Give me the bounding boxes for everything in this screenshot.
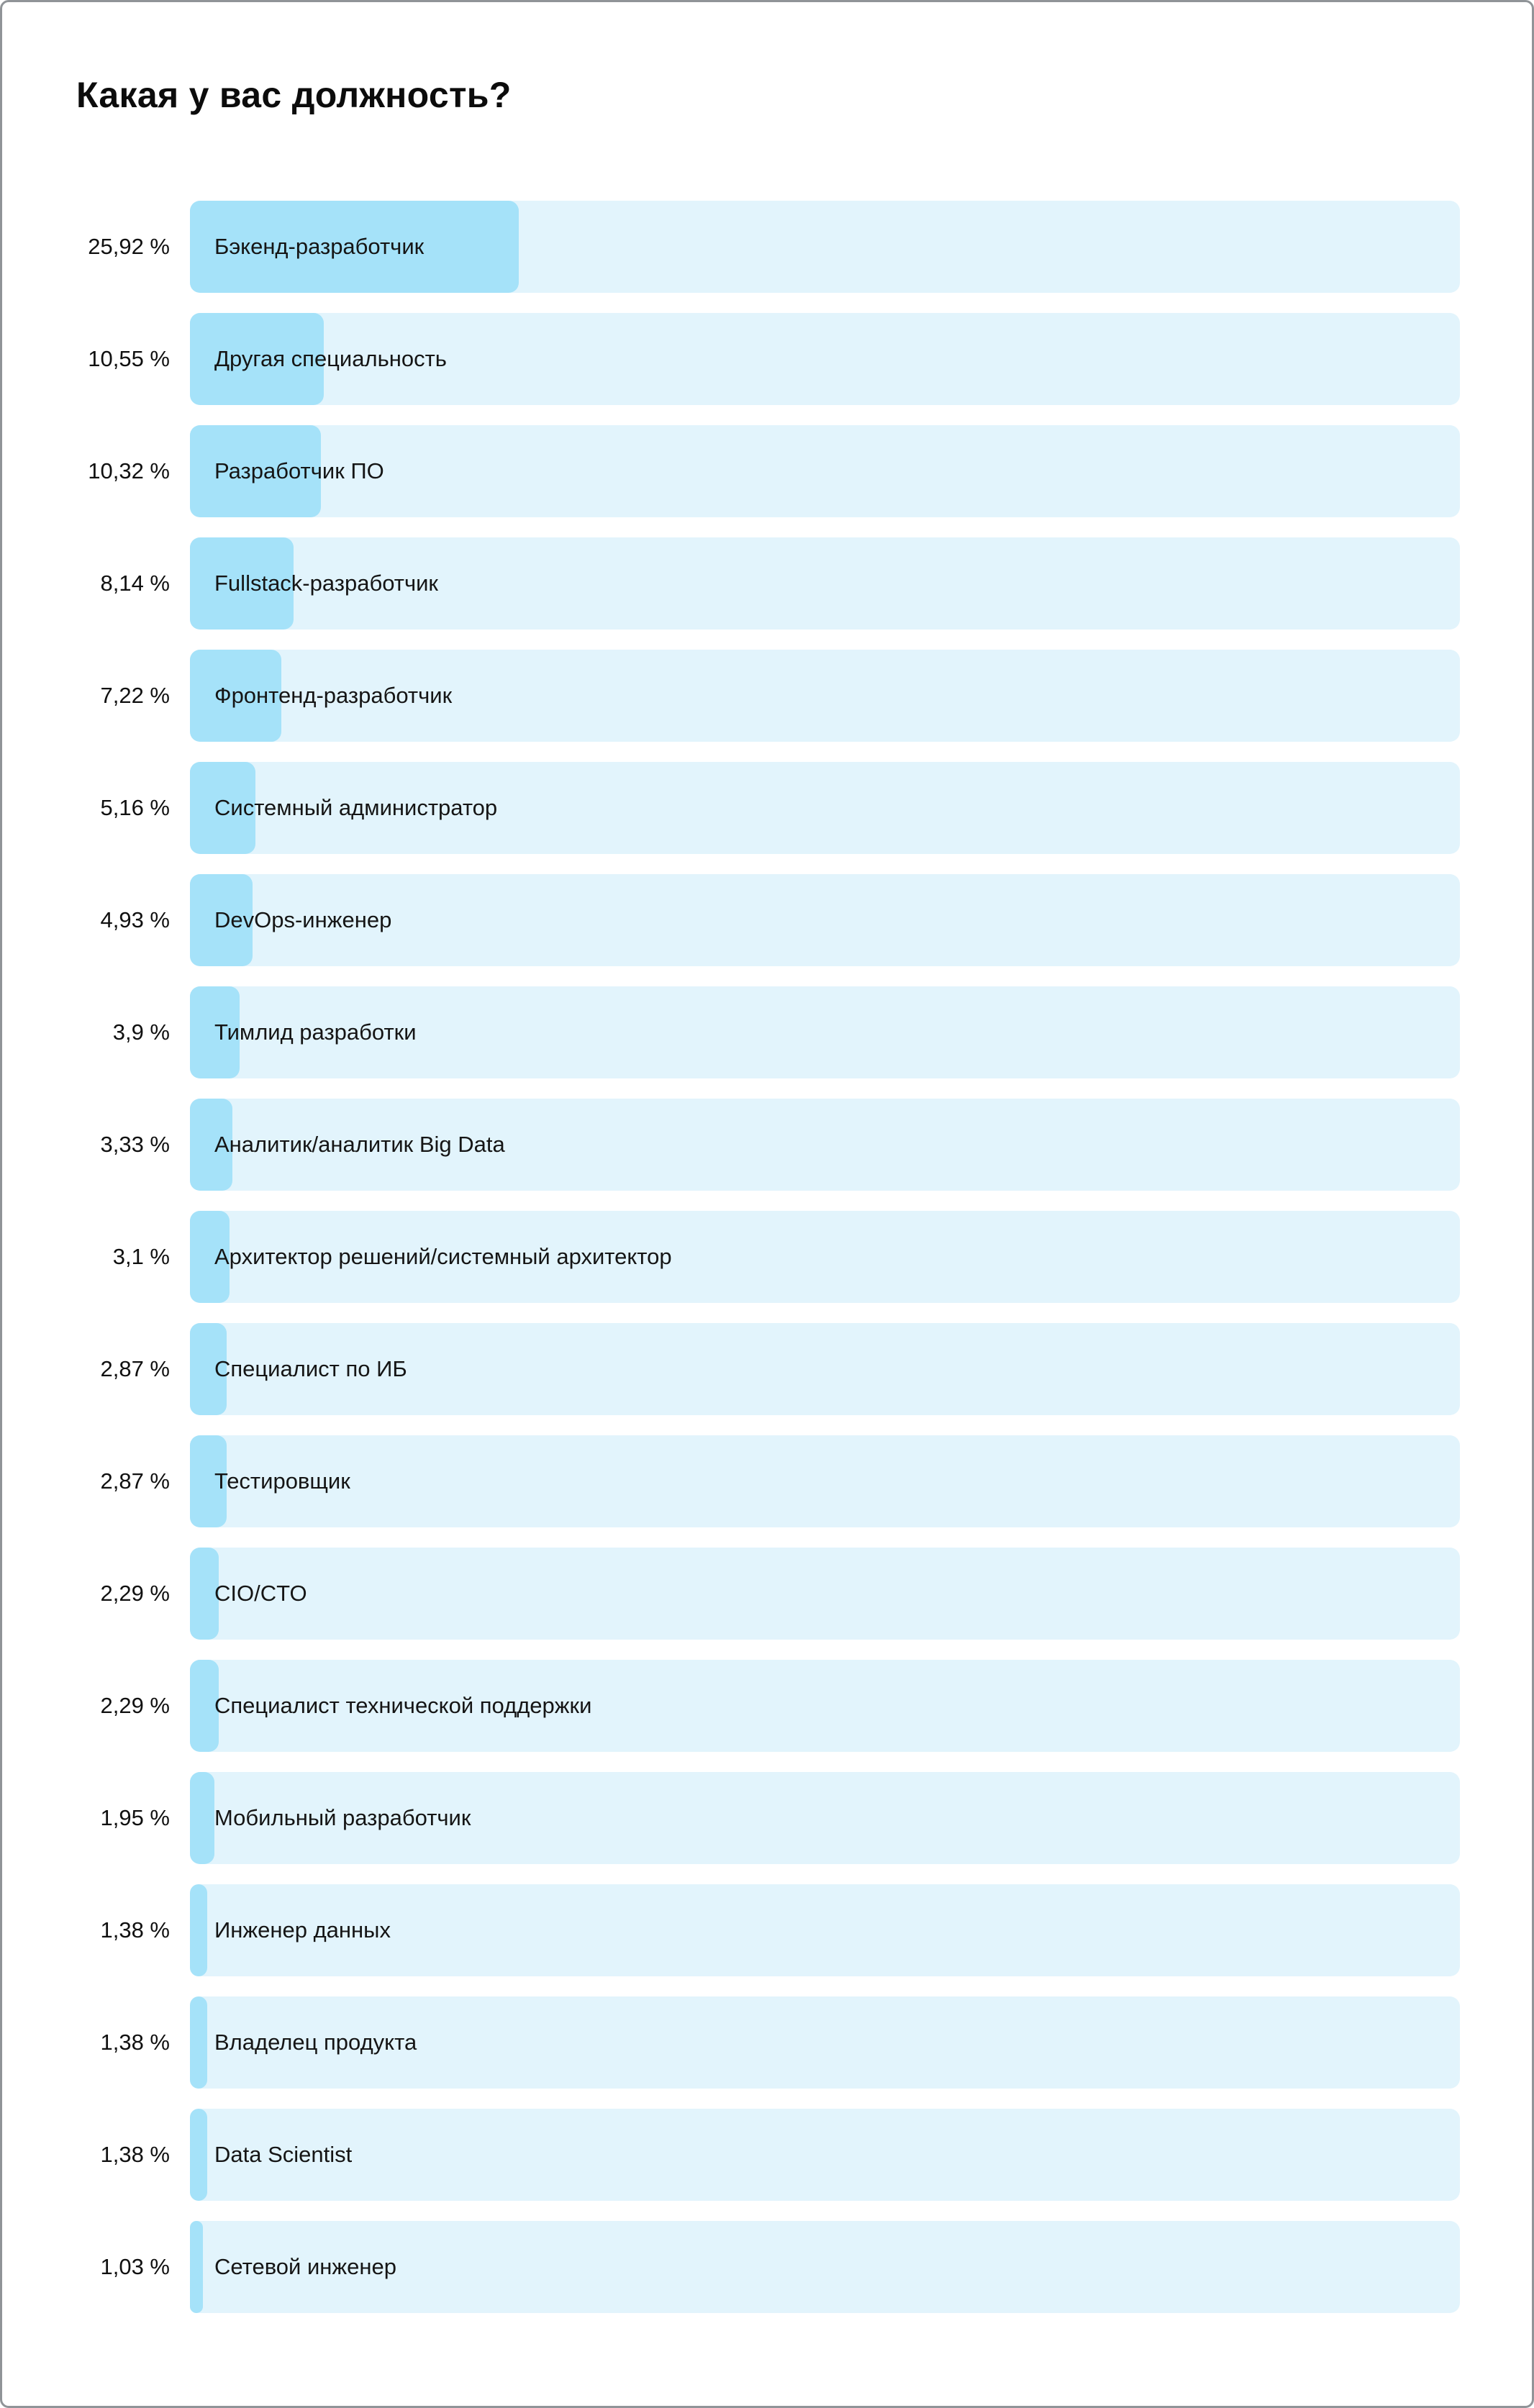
value-label: 8,14 % xyxy=(100,571,170,596)
bar-fill xyxy=(190,1211,230,1303)
chart-row: 2,29 % Специалист технической поддержки xyxy=(2,1660,1532,1752)
bar-track: Тимлид разработки xyxy=(190,986,1460,1078)
category-label: CIO/CTO xyxy=(214,1581,307,1606)
bar-fill xyxy=(190,1548,219,1640)
bar-track: Системный администратор xyxy=(190,762,1460,854)
value-label: 1,38 % xyxy=(100,1917,170,1943)
value-label: 5,16 % xyxy=(100,795,170,820)
chart-row: 3,33 % Аналитик/аналитик Big Data xyxy=(2,1099,1532,1191)
chart-row: 1,38 % Data Scientist xyxy=(2,2109,1532,2201)
bar-track: Бэкенд-разработчик xyxy=(190,201,1460,293)
chart-row: 3,9 % Тимлид разработки xyxy=(2,986,1532,1078)
bar-fill xyxy=(190,986,240,1078)
bar-track: Аналитик/аналитик Big Data xyxy=(190,1099,1460,1191)
category-label: Специалист по ИБ xyxy=(214,1356,407,1381)
bar-track: Data Scientist xyxy=(190,2109,1460,2201)
bar-fill xyxy=(190,874,253,966)
category-label: Сетевой инженер xyxy=(214,2254,396,2279)
bar-track: DevOps-инженер xyxy=(190,874,1460,966)
category-label: Бэкенд-разработчик xyxy=(214,234,425,259)
chart-row: 1,03 % Сетевой инженер xyxy=(2,2221,1532,2313)
value-label: 4,93 % xyxy=(100,907,170,932)
bar-fill xyxy=(190,1323,227,1415)
bar-fill xyxy=(190,2109,208,2201)
bar-track: Специалист по ИБ xyxy=(190,1323,1460,1415)
value-label: 7,22 % xyxy=(100,683,170,708)
bar-fill xyxy=(190,313,324,405)
bar-fill xyxy=(190,1435,227,1527)
chart-row: 25,92 % Бэкенд-разработчик xyxy=(2,201,1532,293)
value-label: 1,03 % xyxy=(100,2254,170,2279)
category-label: Инженер данных xyxy=(214,1917,391,1943)
bar-track: Тестировщик xyxy=(190,1435,1460,1527)
bar-fill xyxy=(190,1996,208,2089)
bar-track: Другая специальность xyxy=(190,313,1460,405)
bar-fill xyxy=(190,762,256,854)
bar-track: Fullstack-разработчик xyxy=(190,537,1460,630)
value-label: 1,38 % xyxy=(100,2030,170,2055)
category-label: Тестировщик xyxy=(214,1468,350,1494)
bar-track: Разработчик ПО xyxy=(190,425,1460,517)
bar-fill xyxy=(190,1884,208,1976)
chart-row: 2,87 % Специалист по ИБ xyxy=(2,1323,1532,1415)
bar-fill xyxy=(190,1772,215,1864)
bar-track: Специалист технической поддержки xyxy=(190,1660,1460,1752)
bar-track: Фронтенд-разработчик xyxy=(190,650,1460,742)
chart-row: 8,14 % Fullstack-разработчик xyxy=(2,537,1532,630)
chart-row: 7,22 % Фронтенд-разработчик xyxy=(2,650,1532,742)
category-label: Разработчик ПО xyxy=(214,458,384,483)
category-label: Другая специальность xyxy=(214,346,447,371)
bar-track: Архитектор решений/системный архитектор xyxy=(190,1211,1460,1303)
chart-row: 1,38 % Владелец продукта xyxy=(2,1996,1532,2089)
value-label: 2,87 % xyxy=(100,1356,170,1381)
value-label: 25,92 % xyxy=(88,234,170,259)
category-label: Специалист технической поддержки xyxy=(214,1693,592,1718)
value-label: 2,29 % xyxy=(100,1693,170,1718)
value-label: 10,55 % xyxy=(88,346,170,371)
chart-row: 4,93 % DevOps-инженер xyxy=(2,874,1532,966)
bar-fill xyxy=(190,1660,219,1752)
value-label: 1,38 % xyxy=(100,2142,170,2167)
bar-fill xyxy=(190,425,322,517)
chart-row: 2,29 % CIO/CTO xyxy=(2,1548,1532,1640)
category-label: Фронтенд-разработчик xyxy=(214,683,453,708)
bar-fill xyxy=(190,537,294,630)
category-label: Мобильный разработчик xyxy=(214,1805,471,1830)
category-label: Fullstack-разработчик xyxy=(214,571,438,596)
category-label: DevOps-инженер xyxy=(214,907,392,932)
category-label: Аналитик/аналитик Big Data xyxy=(214,1132,505,1157)
bar-track: Мобильный разработчик xyxy=(190,1772,1460,1864)
category-label: Системный администратор xyxy=(214,795,498,820)
bar-chart: 25,92 % Бэкенд-разработчик 10,55 % Другая с… xyxy=(2,201,1532,2313)
value-label: 3,33 % xyxy=(100,1132,170,1157)
bar-track: Инженер данных xyxy=(190,1884,1460,1976)
category-label: Data Scientist xyxy=(214,2142,353,2167)
bar-track: Владелец продукта xyxy=(190,1996,1460,2089)
value-label: 1,95 % xyxy=(100,1805,170,1830)
chart-row: 1,38 % Инженер данных xyxy=(2,1884,1532,1976)
value-label: 10,32 % xyxy=(88,458,170,483)
bar-fill xyxy=(190,2221,204,2313)
value-label: 2,29 % xyxy=(100,1581,170,1606)
bar-track: Сетевой инженер xyxy=(190,2221,1460,2313)
category-label: Тимлид разработки xyxy=(214,1019,417,1045)
value-label: 3,1 % xyxy=(112,1244,170,1269)
bar-fill xyxy=(190,650,282,742)
value-label: 2,87 % xyxy=(100,1468,170,1494)
category-label: Архитектор решений/системный архитектор xyxy=(214,1244,672,1269)
chart-row: 2,87 % Тестировщик xyxy=(2,1435,1532,1527)
chart-title: Какая у вас должность? xyxy=(76,75,512,115)
chart-row: 1,95 % Мобильный разработчик xyxy=(2,1772,1532,1864)
value-label: 3,9 % xyxy=(112,1019,170,1045)
chart-row: 10,32 % Разработчик ПО xyxy=(2,425,1532,517)
chart-row: 3,1 % Архитектор решений/системный архите… xyxy=(2,1211,1532,1303)
chart-row: 5,16 % Системный администратор xyxy=(2,762,1532,854)
bar-fill xyxy=(190,201,519,293)
bar-track: CIO/CTO xyxy=(190,1548,1460,1640)
category-label: Владелец продукта xyxy=(214,2030,417,2055)
bar-fill xyxy=(190,1099,232,1191)
chart-row: 10,55 % Другая специальность xyxy=(2,313,1532,405)
